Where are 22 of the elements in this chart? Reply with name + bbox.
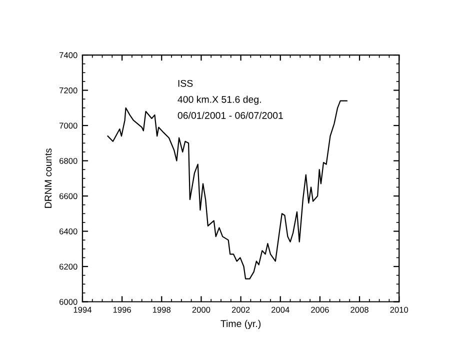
annotation: 06/01/2001 - 06/07/2001 — [178, 112, 283, 119]
y-tick-label: 6200 — [60, 264, 78, 270]
y-tick-label: 7200 — [60, 87, 78, 94]
annotation: ISS — [178, 80, 193, 87]
x-tick-label: 2008 — [350, 306, 368, 313]
x-tick-label: 2002 — [232, 306, 250, 313]
x-tick-label: 2000 — [192, 306, 210, 313]
y-tick-label: 7400 — [60, 52, 78, 58]
x-axis-title: Time (yr.) — [220, 320, 261, 329]
y-tick-label: 6000 — [60, 298, 78, 305]
y-axis-title: DRNM counts — [44, 148, 52, 208]
y-tick-label: 6400 — [60, 228, 78, 234]
y-tick-label: 6800 — [60, 158, 78, 164]
x-tick-label: 1998 — [153, 306, 171, 313]
x-tick-label: 2004 — [272, 306, 290, 313]
x-tick-label: 1994 — [74, 306, 92, 313]
x-tick-label: 2010 — [390, 306, 408, 313]
y-tick-label: 6600 — [60, 193, 78, 200]
x-tick-label: 1996 — [113, 306, 131, 313]
y-tick-label: 7000 — [60, 122, 78, 129]
annotation: 400 km.X 51.6 deg. — [178, 96, 261, 105]
x-tick-label: 2006 — [311, 306, 329, 313]
